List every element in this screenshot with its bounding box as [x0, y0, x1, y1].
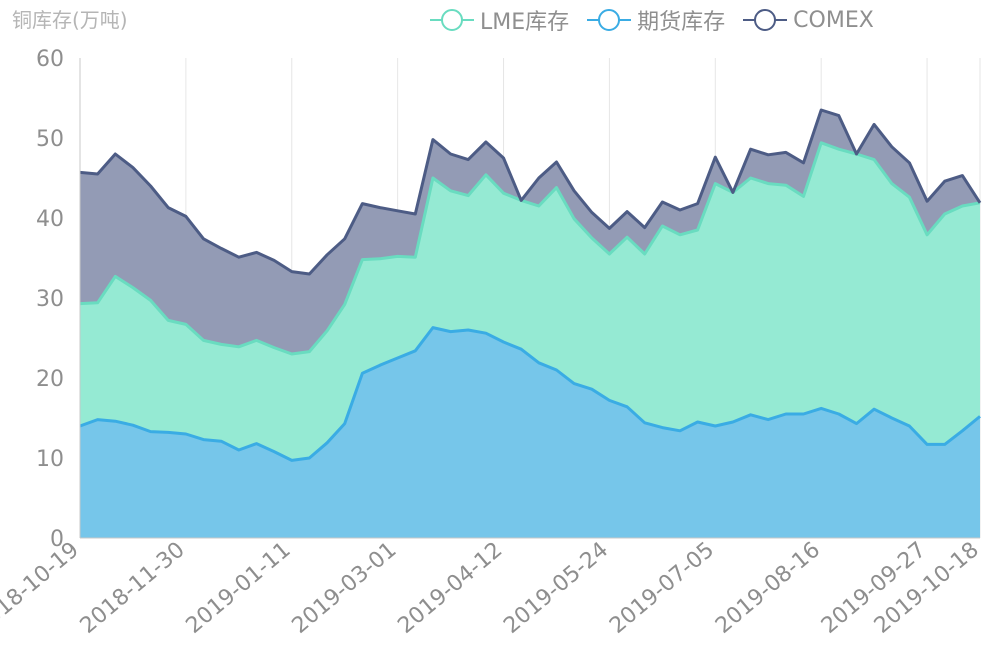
legend-item-lme[interactable]: LME库存	[430, 4, 569, 36]
y-tick-label: 10	[36, 447, 64, 472]
series-line-0[interactable]	[79, 326, 981, 462]
y-tick-label: 60	[36, 47, 64, 72]
x-tick-label: 2019-05-24	[499, 537, 613, 638]
area-fill-series-2	[80, 110, 980, 354]
legend-item-comex[interactable]: COMEX	[743, 8, 874, 33]
x-tick-label: 2019-04-12	[393, 537, 507, 638]
series-line-2[interactable]	[79, 108, 982, 276]
area-fill-series-1	[80, 142, 980, 461]
y-tick-label: 50	[36, 127, 64, 152]
y-tick-label: 20	[36, 367, 64, 392]
y-axis-title: 铜库存(万吨)	[12, 8, 128, 32]
legend-label-comex: COMEX	[793, 7, 874, 33]
legend-marker-futures	[587, 8, 632, 32]
x-tick-label: 2019-01-11	[182, 537, 296, 638]
legend-label-futures: 期货库存	[637, 10, 726, 35]
legend: LME库存 期货库存 COMEX	[430, 4, 892, 36]
area-fill-series-0	[80, 327, 980, 538]
legend-marker-lme	[430, 8, 474, 32]
y-tick-label: 30	[36, 287, 64, 312]
x-tick-label: 2019-07-05	[605, 537, 719, 638]
x-tick-label: 2019-03-01	[287, 537, 401, 638]
x-tick-label: 2019-08-16	[711, 537, 825, 638]
series-line-1[interactable]	[79, 141, 981, 356]
legend-item-futures[interactable]: 期货库存	[587, 4, 725, 36]
y-tick-label: 0	[50, 527, 64, 552]
x-tick-label: 2018-11-30	[76, 537, 190, 638]
x-tick-label: 2018-10-19	[0, 537, 84, 638]
y-tick-label: 40	[36, 207, 64, 232]
legend-marker-comex	[743, 8, 788, 32]
legend-label-lme: LME库存	[480, 10, 570, 35]
